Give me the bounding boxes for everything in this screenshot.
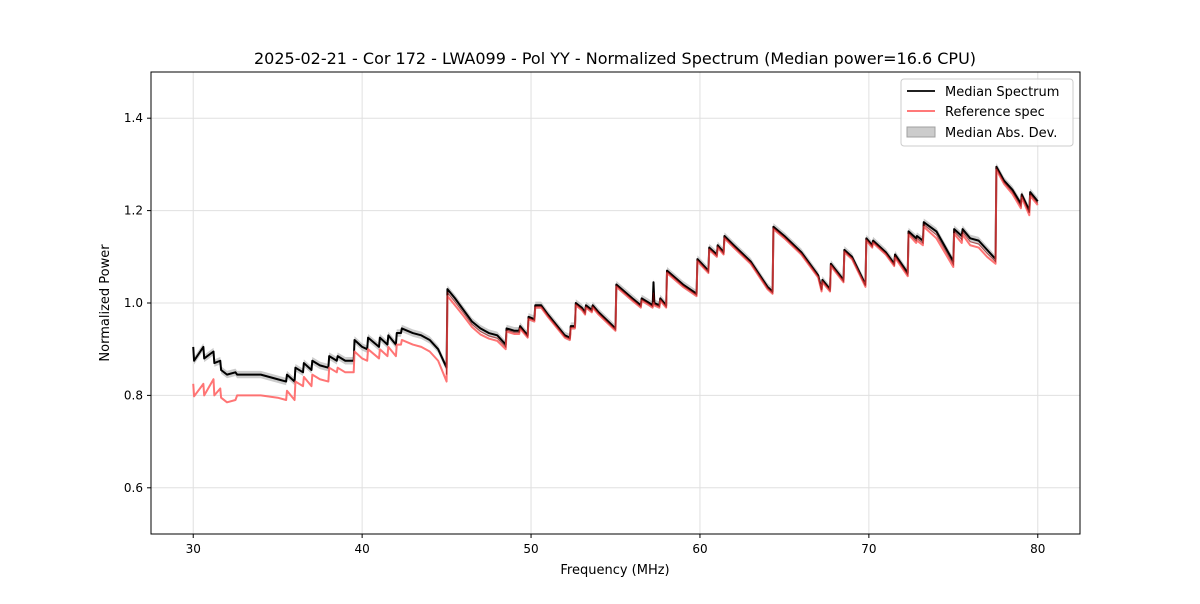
y-axis-label: Normalized Power bbox=[98, 244, 113, 362]
x-tick-label: 50 bbox=[523, 542, 538, 556]
legend-swatch-mad bbox=[906, 126, 936, 138]
y-tick-label: 0.8 bbox=[124, 388, 143, 402]
y-tick-label: 1.2 bbox=[124, 204, 143, 218]
y-tick-label: 1.4 bbox=[124, 111, 143, 125]
legend-label-mad: Median Abs. Dev. bbox=[945, 126, 1057, 141]
y-tick-label: 1.0 bbox=[124, 296, 143, 310]
legend: Median Spectrum Reference spec Median Ab… bbox=[900, 78, 1074, 147]
x-tick-label: 70 bbox=[861, 542, 876, 556]
legend-box bbox=[900, 78, 1074, 147]
overlap-line bbox=[445, 166, 1039, 375]
y-tick-label: 0.6 bbox=[124, 481, 143, 495]
legend-label-reference: Reference spec bbox=[945, 105, 1045, 120]
x-tick-label: 60 bbox=[692, 542, 707, 556]
chart-title: 2025-02-21 - Cor 172 - LWA099 - Pol YY -… bbox=[254, 49, 976, 68]
legend-label-median: Median Spectrum bbox=[945, 85, 1059, 100]
x-tick-label: 80 bbox=[1030, 542, 1045, 556]
x-tick-label: 30 bbox=[186, 542, 201, 556]
x-tick-label: 40 bbox=[354, 542, 369, 556]
series-layer bbox=[192, 163, 1039, 404]
x-axis-label: Frequency (MHz) bbox=[560, 563, 669, 578]
ticks: 30 40 50 60 70 80 0.6 0.8 1.0 1.2 1.4 bbox=[124, 111, 1046, 556]
